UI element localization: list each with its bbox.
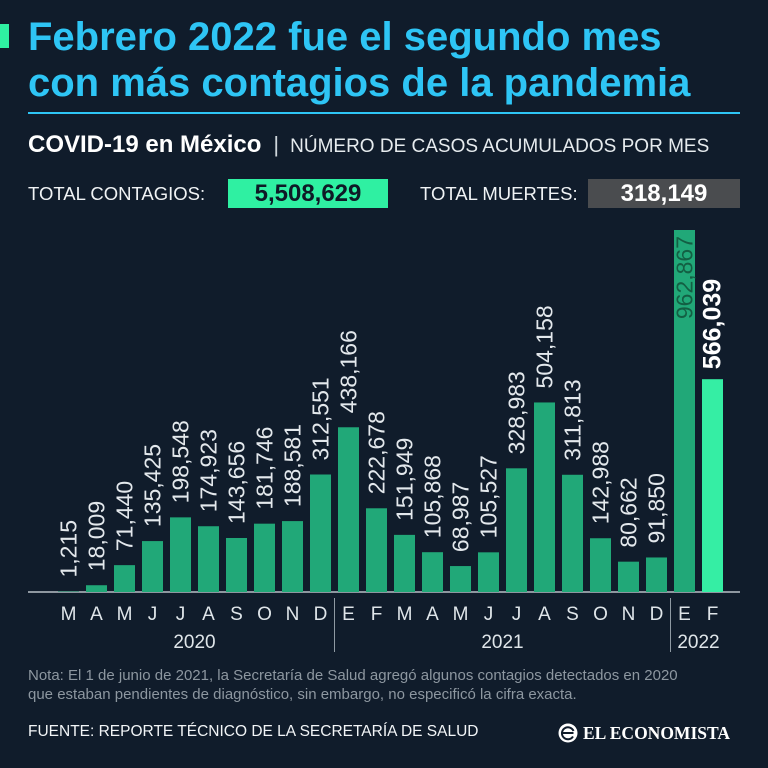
month-label: M <box>453 604 469 625</box>
month-label: N <box>622 604 636 625</box>
chart-bar <box>534 402 555 592</box>
month-label: E <box>678 604 691 625</box>
total-contagios-value: 5,508,629 <box>228 179 388 208</box>
chart-bar <box>254 523 275 592</box>
month-label: S <box>566 604 579 625</box>
chart-bar <box>338 427 359 592</box>
value-label: 18,009 <box>84 501 110 571</box>
subtitle-topic: COVID-19 en México <box>28 131 262 158</box>
chart-bar <box>590 538 611 592</box>
month-label: J <box>148 604 158 625</box>
month-label: S <box>230 604 243 625</box>
title-divider <box>28 112 740 114</box>
value-label: 181,746 <box>252 427 278 510</box>
month-label: J <box>512 604 522 625</box>
chart-bar <box>310 474 331 592</box>
value-label: 151,949 <box>392 438 418 521</box>
value-label: 504,158 <box>532 305 558 388</box>
value-label: 566,039 <box>699 279 727 369</box>
chart-bar <box>646 557 667 592</box>
value-label: 80,662 <box>616 477 642 547</box>
chart-bar <box>702 379 723 592</box>
month-label: O <box>257 604 272 625</box>
monthly-cases-bar-chart: 1,215 18,009 71,440 135,425 198,548 174,923 14… <box>28 230 740 653</box>
value-label: 142,988 <box>588 441 614 524</box>
year-label-2021: 2021 <box>481 632 523 653</box>
value-label: 105,527 <box>476 455 502 538</box>
chart-bar <box>618 561 639 592</box>
month-label: O <box>593 604 608 625</box>
total-contagios-label: TOTAL CONTAGIOS: <box>28 183 206 204</box>
value-label: 438,166 <box>336 330 362 413</box>
chart-bar <box>478 552 499 592</box>
value-label: 1,215 <box>56 520 82 578</box>
month-label: M <box>397 604 413 625</box>
subtitle-description: NÚMERO DE CASOS ACUMULADOS POR MES <box>290 136 710 157</box>
footnote-line-1: Nota: El 1 de junio de 2021, la Secretar… <box>28 667 678 684</box>
month-label: J <box>176 604 186 625</box>
value-label: 222,678 <box>364 411 390 494</box>
value-label: 71,440 <box>112 481 138 551</box>
value-label: 174,923 <box>196 429 222 512</box>
value-label: 143,656 <box>224 441 250 524</box>
chart-bar <box>282 521 303 592</box>
chart-bar <box>114 565 135 592</box>
value-label: 962,867 <box>672 236 698 319</box>
chart-bar <box>422 552 443 592</box>
value-label: 198,548 <box>168 420 194 503</box>
value-label: 311,813 <box>560 379 586 460</box>
chart-bar <box>450 566 471 592</box>
month-label: A <box>538 604 551 625</box>
value-label: 312,551 <box>308 377 334 460</box>
value-label: 135,425 <box>140 444 166 527</box>
month-label: J <box>484 604 494 625</box>
month-label: D <box>314 604 328 625</box>
logo-wordmark: EL ECONOMISTA <box>583 722 730 743</box>
chart-bar <box>170 517 191 592</box>
month-label: A <box>202 604 215 625</box>
chart-bar <box>142 541 163 592</box>
total-muertes-value: 318,149 <box>588 179 740 208</box>
subtitle: COVID-19 en México | NÚMERO DE CASOS ACU… <box>28 131 740 163</box>
source-credit: FUENTE: REPORTE TÉCNICO DE LA SECRETARÍA… <box>28 723 479 740</box>
year-label-2020: 2020 <box>173 632 215 653</box>
month-label: A <box>426 604 439 625</box>
month-label: D <box>650 604 664 625</box>
year-label-2022: 2022 <box>677 632 719 653</box>
chart-bar <box>674 230 695 592</box>
chart-bar <box>562 474 583 592</box>
month-label: F <box>707 604 719 625</box>
month-label: M <box>61 604 77 625</box>
chart-bar <box>86 585 107 592</box>
month-label: M <box>117 604 133 625</box>
el-economista-logo-icon <box>558 723 578 743</box>
chart-bar <box>366 508 387 592</box>
el-economista-logo: EL ECONOMISTA <box>558 721 730 745</box>
month-label: F <box>371 604 383 625</box>
footnote: Nota: El 1 de junio de 2021, la Secretar… <box>28 666 748 704</box>
chart-bar <box>394 534 415 592</box>
value-label: 328,983 <box>504 371 530 454</box>
value-label: 188,581 <box>280 424 306 507</box>
value-labels: 1,215 18,009 71,440 135,425 198,548 174,923 14… <box>56 236 727 578</box>
bars <box>58 230 723 592</box>
headline-line-1: Febrero 2022 fue el segundo mes <box>28 15 662 59</box>
total-muertes-label: TOTAL MUERTES: <box>420 183 578 204</box>
value-label: 91,850 <box>644 473 670 543</box>
month-label: N <box>286 604 300 625</box>
month-label: A <box>90 604 103 625</box>
value-label: 105,868 <box>420 455 446 538</box>
chart-bar <box>226 537 247 592</box>
subtitle-separator: | <box>273 132 280 157</box>
accent-marker <box>0 24 9 48</box>
headline-line-2: con más contagios de la pandemia <box>28 61 691 105</box>
footnote-line-2: que estaban pendientes de diagnóstico, s… <box>28 686 577 703</box>
chart-bar <box>198 526 219 592</box>
value-label: 68,987 <box>448 482 474 552</box>
chart-bar <box>506 468 527 592</box>
headline: Febrero 2022 fue el segundo mes con más … <box>28 14 758 106</box>
month-label: E <box>342 604 355 625</box>
